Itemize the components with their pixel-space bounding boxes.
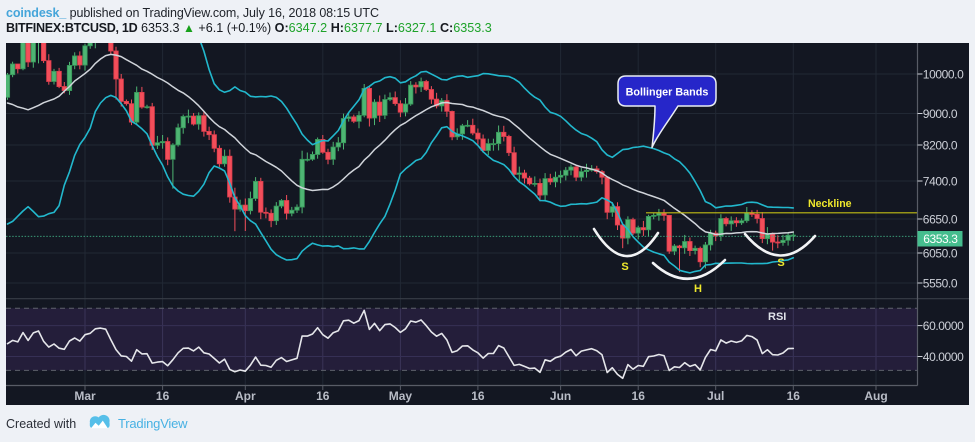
svg-text:May: May bbox=[389, 389, 413, 403]
svg-text:S: S bbox=[621, 261, 628, 273]
svg-text:9000.0: 9000.0 bbox=[923, 107, 958, 121]
svg-text:RSI: RSI bbox=[768, 311, 786, 323]
svg-text:6650.0: 6650.0 bbox=[923, 212, 958, 226]
svg-text:40.0000: 40.0000 bbox=[923, 350, 964, 364]
svg-text:Mar: Mar bbox=[74, 389, 96, 403]
svg-text:7400.0: 7400.0 bbox=[923, 174, 958, 188]
svg-text:Jun: Jun bbox=[550, 389, 571, 403]
svg-text:5550.0: 5550.0 bbox=[923, 276, 958, 290]
svg-text:8200.0: 8200.0 bbox=[923, 138, 958, 152]
svg-text:16: 16 bbox=[156, 389, 170, 403]
svg-text:Jul: Jul bbox=[707, 389, 724, 403]
svg-text:S: S bbox=[777, 257, 784, 269]
svg-text:16: 16 bbox=[471, 389, 485, 403]
svg-text:H: H bbox=[694, 283, 702, 295]
svg-text:Apr: Apr bbox=[235, 389, 256, 403]
svg-text:6353.3: 6353.3 bbox=[923, 232, 958, 246]
svg-text:Aug: Aug bbox=[864, 389, 887, 403]
svg-text:16: 16 bbox=[632, 389, 646, 403]
svg-text:10000.0: 10000.0 bbox=[923, 67, 964, 81]
svg-text:Neckline: Neckline bbox=[808, 198, 852, 210]
svg-text:Bollinger Bands: Bollinger Bands bbox=[626, 87, 709, 99]
svg-text:6050.0: 6050.0 bbox=[923, 246, 958, 260]
svg-text:60.0000: 60.0000 bbox=[923, 319, 964, 333]
svg-text:16: 16 bbox=[316, 389, 330, 403]
svg-text:16: 16 bbox=[787, 389, 801, 403]
